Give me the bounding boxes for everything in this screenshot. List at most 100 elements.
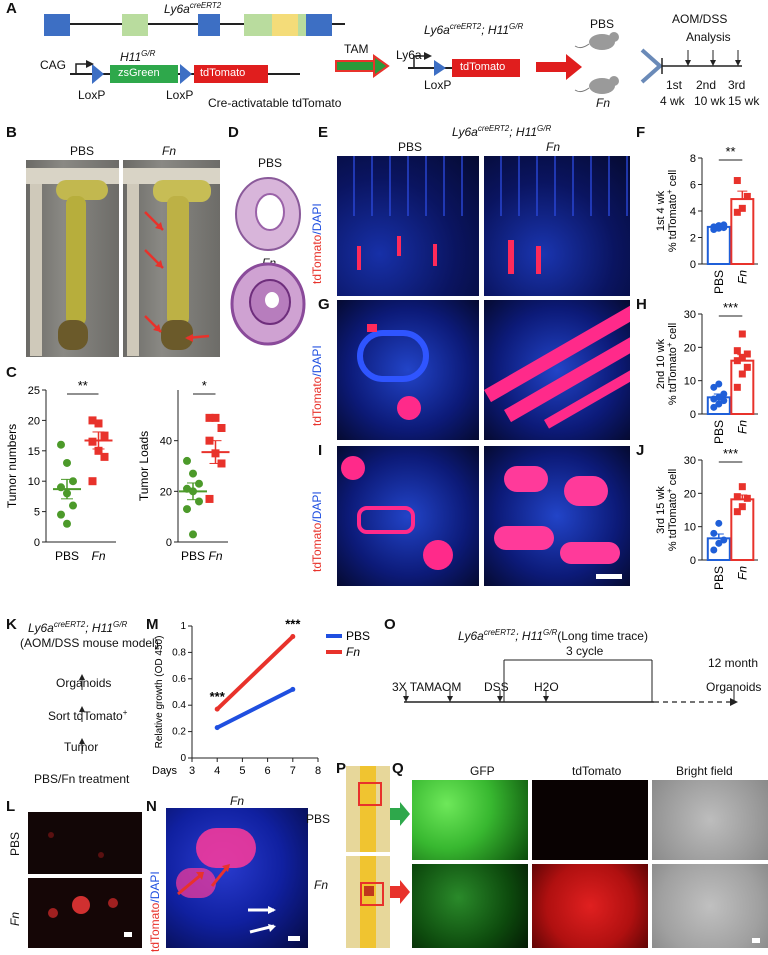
y-tick-label: 0.4 xyxy=(172,700,186,711)
data-point xyxy=(715,380,723,388)
data-point xyxy=(715,519,723,527)
e-ylabel: tdTomato/DAPI xyxy=(310,203,324,284)
data-point xyxy=(195,479,203,488)
q-brightfield-pbs xyxy=(652,780,768,860)
data-point xyxy=(743,192,751,200)
fn-label-a: Fn xyxy=(596,96,611,110)
tdtomato-label-2: tdTomato xyxy=(460,61,506,73)
y-tick-label: 10 xyxy=(684,522,696,534)
y-tick-label: 20 xyxy=(160,486,172,498)
colon-photo-p-fn xyxy=(346,856,390,948)
panel-label-h: H xyxy=(636,296,647,313)
o-timeline xyxy=(403,659,738,706)
data-point xyxy=(738,204,746,212)
data-point xyxy=(290,634,296,640)
data-point xyxy=(738,370,746,378)
data-point xyxy=(738,330,746,338)
data-point xyxy=(743,363,751,371)
exon-box xyxy=(272,14,298,36)
loxp-label-2: LoxP xyxy=(166,88,194,102)
panel-label-k: K xyxy=(6,616,17,633)
ly6a-small-label: Ly6a xyxy=(396,48,422,62)
exon-box xyxy=(298,14,306,36)
loxp-label-3: LoxP xyxy=(424,78,452,92)
significance-label: ** xyxy=(78,378,88,393)
data-point xyxy=(290,686,296,692)
panel-label-i: I xyxy=(318,442,323,459)
y-axis-label: Relative growth (OD 450) xyxy=(154,636,165,749)
y-tick-label: 15 xyxy=(28,446,40,458)
data-point xyxy=(710,403,718,411)
y-tick-label: 4 xyxy=(690,206,696,218)
k-step-tumor: Tumor xyxy=(64,740,99,754)
data-point xyxy=(214,725,220,731)
timepoint-1: 1st xyxy=(666,78,683,92)
x-tick-label: 6 xyxy=(265,765,271,777)
q-col-brightfield: Bright field xyxy=(676,764,733,778)
fluorescence-g-pbs xyxy=(337,300,479,440)
data-point xyxy=(733,493,741,501)
data-point xyxy=(733,208,741,216)
loxp-triangle xyxy=(180,64,192,84)
data-point xyxy=(214,706,220,712)
panel-label-l: L xyxy=(6,798,16,815)
y-tick-label: 10 xyxy=(28,476,40,488)
data-point xyxy=(733,383,741,391)
o-title: Ly6acreERT2; H11G/R(Long time trace) xyxy=(458,628,648,643)
data-point xyxy=(189,530,197,539)
x-tick-label: 5 xyxy=(239,765,245,777)
data-point xyxy=(710,383,718,391)
b-pbs-label: PBS xyxy=(70,144,95,158)
y-tick-label: 20 xyxy=(684,488,696,500)
red-arrow-body xyxy=(536,62,566,72)
o-cycle: 3 cycle xyxy=(566,644,604,658)
x-tick-label: PBS xyxy=(712,566,726,590)
k-subtitle: (AOM/DSS mouse model) xyxy=(20,636,159,650)
x-axis-label: Days xyxy=(152,765,178,777)
fluorescence-e-fn xyxy=(484,156,630,296)
growth-chart: 0 0.2 0.4 0.6 0.8 1 3 4 5 6 7 8 Days Relative growth … xyxy=(152,617,370,777)
data-point xyxy=(63,519,71,528)
o-event-aom: AOM xyxy=(434,680,462,694)
data-point xyxy=(100,452,109,461)
y-tick-label: 0.6 xyxy=(172,674,186,685)
y-tick-label: 40 xyxy=(160,436,172,448)
panel-label-g: G xyxy=(318,296,330,313)
y-tick-label: 0.2 xyxy=(172,727,186,738)
y-tick-label: 0 xyxy=(690,409,696,421)
q-col-tdtomato: tdTomato xyxy=(572,764,622,778)
exon-box xyxy=(306,14,332,36)
x-tick-label: Fn xyxy=(91,549,105,563)
scale-bar xyxy=(124,932,132,937)
cre-activatable-label: Cre-activatable tdTomato xyxy=(208,96,342,110)
y-tick-label: 1 xyxy=(180,621,186,632)
data-point xyxy=(88,416,97,425)
x-tick-label: Fn xyxy=(735,270,749,284)
exon-box xyxy=(198,14,220,36)
p-arrows xyxy=(390,802,410,904)
y-tick-label: 0 xyxy=(34,537,40,549)
tumor-loads-chart: 0 20 40 Tumor Loads PBS Fn * xyxy=(137,378,230,563)
k-step-organoids: Organoids xyxy=(56,676,112,690)
data-point xyxy=(733,177,741,185)
e-fn-label: Fn xyxy=(546,140,561,154)
data-point xyxy=(88,477,97,486)
legend-label: PBS xyxy=(346,629,370,643)
e-pbs-label: PBS xyxy=(398,140,423,154)
data-point xyxy=(710,529,718,537)
mouse-icon-pbs xyxy=(574,32,619,50)
data-point xyxy=(733,357,741,365)
panel-label-j: J xyxy=(636,442,645,459)
panel-label-p: P xyxy=(336,760,347,777)
o-event-organoids: Organoids xyxy=(706,680,762,694)
mouse-icon-fn xyxy=(574,76,619,94)
data-point xyxy=(733,508,741,516)
data-point xyxy=(720,390,728,398)
panel-label-b: B xyxy=(6,124,17,141)
scale-bar xyxy=(752,938,760,943)
y-tick-label: 20 xyxy=(684,342,696,354)
n-arrows xyxy=(177,864,276,934)
significance-label: *** xyxy=(723,448,738,461)
pbs-label-a: PBS xyxy=(590,17,615,31)
